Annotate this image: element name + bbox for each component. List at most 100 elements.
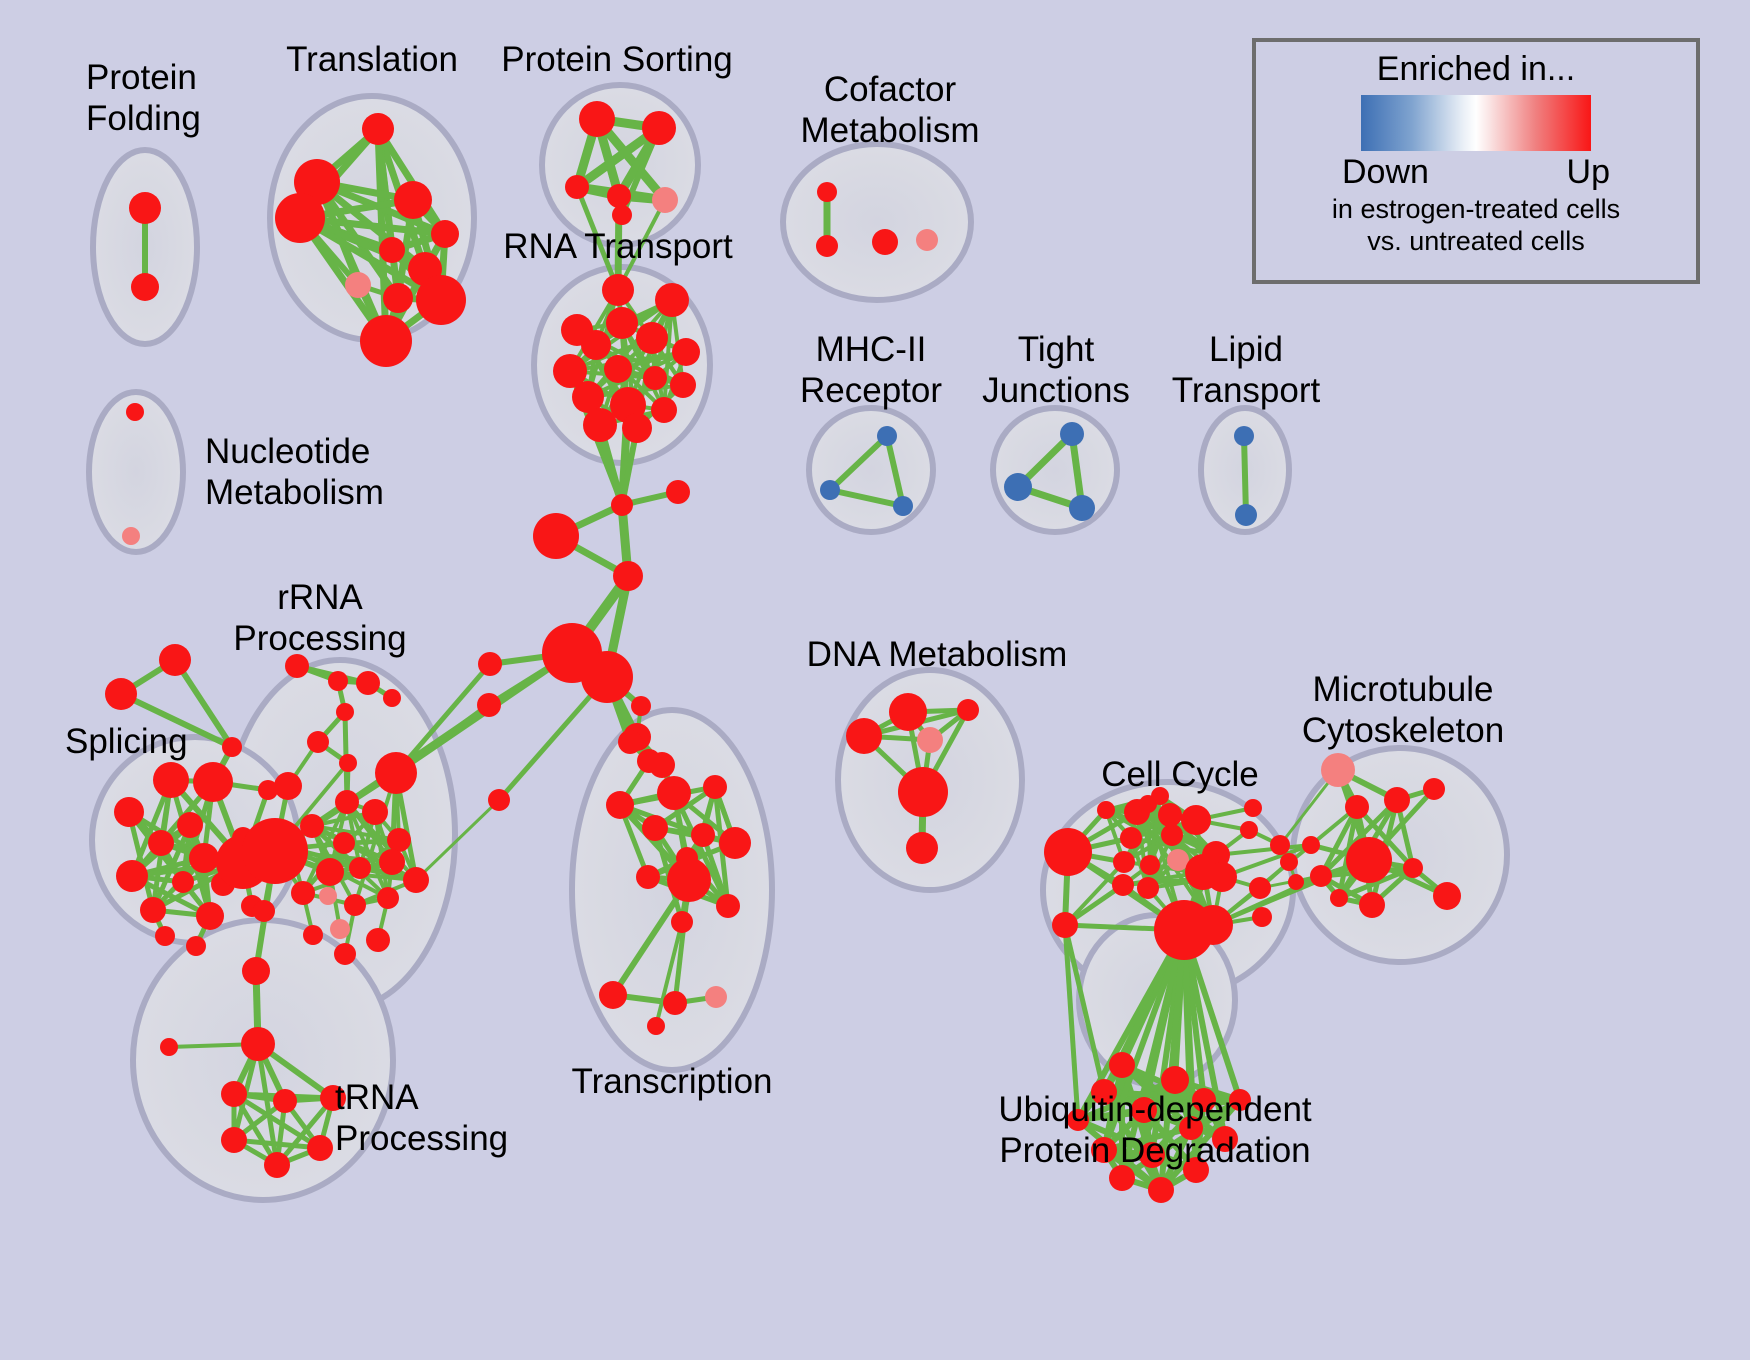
network-node (643, 366, 667, 390)
enrichment-network-figure: Protein Folding Translation Protein Sort… (0, 0, 1750, 1360)
network-node (1433, 882, 1461, 910)
network-node (116, 860, 148, 892)
legend-low-label: Down (1342, 153, 1429, 192)
network-node (334, 943, 356, 965)
network-node (663, 991, 687, 1015)
network-node (1302, 836, 1320, 854)
network-node (285, 654, 309, 678)
network-node (667, 858, 711, 902)
network-node (898, 767, 948, 817)
network-node (906, 832, 938, 864)
network-node (599, 981, 627, 1009)
network-node (719, 827, 751, 859)
network-node (379, 849, 405, 875)
network-node (606, 791, 634, 819)
network-node (1069, 495, 1095, 521)
color-legend: Enriched in... Down Up in estrogen-treat… (1252, 38, 1700, 284)
network-node (1423, 778, 1445, 800)
network-node (242, 818, 308, 884)
network-node (148, 830, 174, 856)
network-node (1235, 504, 1257, 526)
network-node (1183, 1157, 1209, 1183)
network-node (583, 408, 617, 442)
network-node (1113, 851, 1135, 873)
hull-cofactor-metabolism (783, 144, 971, 300)
network-node (1280, 853, 1298, 871)
network-node (579, 101, 615, 137)
network-node (893, 496, 913, 516)
network-node (1131, 1097, 1157, 1123)
network-node (872, 229, 898, 255)
network-node (1234, 426, 1254, 446)
network-node (612, 205, 632, 225)
network-node (846, 718, 882, 754)
network-node (344, 894, 366, 916)
legend-title: Enriched in... (1377, 50, 1575, 89)
network-node (105, 678, 137, 710)
network-node (1112, 874, 1134, 896)
network-node (221, 1081, 247, 1107)
network-node (618, 730, 642, 754)
network-node (320, 1085, 346, 1111)
network-node (1179, 1116, 1203, 1140)
network-node (1359, 892, 1385, 918)
network-node (657, 776, 691, 810)
network-node (1004, 473, 1032, 501)
network-node (300, 814, 324, 838)
network-node (613, 561, 643, 591)
network-node (1060, 422, 1084, 446)
network-node (716, 894, 740, 918)
network-node (275, 193, 325, 243)
network-node (242, 957, 270, 985)
hull-mhc-ii (809, 408, 933, 532)
network-node (672, 338, 700, 366)
network-node (403, 867, 429, 893)
network-node (637, 749, 661, 773)
network-node (642, 111, 676, 145)
network-node (1067, 1109, 1089, 1131)
network-node (565, 175, 589, 199)
network-node (817, 182, 837, 202)
network-node (114, 797, 144, 827)
network-node (160, 1038, 178, 1056)
hull-tight-junctions (993, 408, 1117, 532)
network-node (328, 671, 348, 691)
network-node (1207, 862, 1237, 892)
legend-gradient-bar (1361, 95, 1591, 151)
network-node (196, 902, 224, 930)
network-node (1109, 1052, 1135, 1078)
network-node (651, 397, 677, 423)
network-node (478, 652, 502, 676)
network-node (1161, 824, 1183, 846)
network-node (375, 752, 417, 794)
network-node (604, 355, 632, 383)
network-node (345, 272, 371, 298)
network-node (1249, 877, 1271, 899)
network-node (1244, 799, 1262, 817)
network-node (1161, 1066, 1189, 1094)
network-node (274, 772, 302, 800)
network-node (155, 926, 175, 946)
network-node (816, 235, 838, 257)
network-node (1151, 787, 1169, 805)
legend-subtitle: in estrogen-treated cells vs. untreated … (1332, 194, 1620, 258)
network-node (1212, 1126, 1238, 1152)
network-node (1097, 801, 1115, 819)
network-node (1140, 855, 1160, 875)
network-node (1137, 877, 1159, 899)
network-node (172, 871, 194, 893)
network-node (1384, 787, 1410, 813)
network-node (186, 936, 206, 956)
network-node (159, 644, 191, 676)
network-node (1403, 858, 1423, 878)
network-node (1240, 821, 1258, 839)
network-node (1321, 753, 1355, 787)
network-node (153, 762, 189, 798)
network-node (387, 828, 411, 852)
network-node (636, 322, 668, 354)
network-node (349, 857, 371, 879)
network-node (877, 426, 897, 446)
network-node (533, 513, 579, 559)
network-node (362, 113, 394, 145)
network-node (129, 192, 161, 224)
